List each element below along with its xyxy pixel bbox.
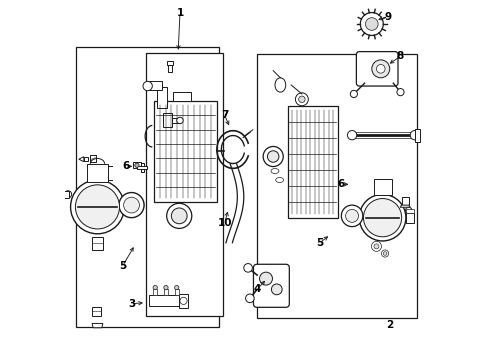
Bar [83,157,88,161]
Text: 1: 1 [176,8,183,18]
Bar [63,191,69,198]
Text: 6: 6 [337,179,344,189]
Text: 8: 8 [396,51,403,61]
Circle shape [360,13,383,36]
Bar [92,237,102,250]
Bar [147,81,162,90]
Bar [401,197,408,205]
FancyBboxPatch shape [253,264,289,307]
Text: 10: 10 [217,218,231,228]
Circle shape [341,205,362,226]
Text: 7: 7 [221,111,228,121]
Circle shape [383,252,386,255]
Bar [405,213,413,223]
Bar [153,289,157,296]
Bar [163,289,168,296]
Circle shape [174,285,179,290]
Circle shape [371,60,389,78]
Bar [171,118,179,123]
Circle shape [346,131,356,140]
Bar [137,166,147,168]
Circle shape [349,90,357,98]
Circle shape [373,244,378,249]
Circle shape [396,89,403,96]
Bar [163,113,171,127]
Circle shape [142,81,152,91]
Bar [179,294,188,308]
Ellipse shape [270,168,278,174]
Polygon shape [399,205,409,207]
Text: 9: 9 [384,12,391,22]
Circle shape [171,208,187,224]
Text: 6: 6 [122,161,129,171]
Circle shape [365,18,377,30]
Circle shape [376,64,384,73]
Bar [89,155,96,162]
Bar [154,101,217,202]
Circle shape [163,285,168,290]
Circle shape [363,199,401,237]
Bar [173,92,190,101]
Ellipse shape [274,78,285,92]
Bar [166,61,173,64]
Circle shape [176,117,183,124]
Text: 4: 4 [253,284,260,294]
Bar [145,53,223,316]
Bar [156,87,167,108]
Bar [76,47,219,327]
Polygon shape [79,157,83,162]
Text: 2: 2 [386,320,392,330]
Bar [373,179,391,195]
Text: 3: 3 [128,299,135,309]
Circle shape [267,151,278,162]
Bar [167,64,172,72]
Bar [91,183,101,189]
Bar [92,307,101,316]
Circle shape [166,203,191,228]
Circle shape [70,180,124,234]
Circle shape [345,210,358,222]
Circle shape [371,241,381,251]
Bar [133,162,140,168]
Bar [405,210,413,213]
Bar [287,107,337,218]
Circle shape [263,147,283,167]
Circle shape [123,197,139,213]
Bar [257,54,416,318]
Bar [174,289,179,296]
FancyBboxPatch shape [356,51,397,86]
Circle shape [295,93,308,106]
Circle shape [153,285,157,290]
Bar [140,163,144,172]
Circle shape [409,131,419,140]
Circle shape [381,250,388,257]
Circle shape [259,272,272,285]
Circle shape [64,191,72,198]
Circle shape [271,284,282,295]
Circle shape [75,185,119,229]
Circle shape [119,193,144,218]
Circle shape [405,207,411,214]
Polygon shape [92,323,102,328]
Text: 5: 5 [316,238,323,248]
Bar [414,129,419,141]
Ellipse shape [275,177,283,183]
Circle shape [298,96,305,103]
Circle shape [135,163,139,167]
Text: 5: 5 [119,261,126,271]
Circle shape [244,264,252,272]
Bar [86,164,108,182]
Circle shape [180,297,187,305]
Bar [149,296,183,306]
Circle shape [245,294,254,303]
Circle shape [359,194,405,241]
